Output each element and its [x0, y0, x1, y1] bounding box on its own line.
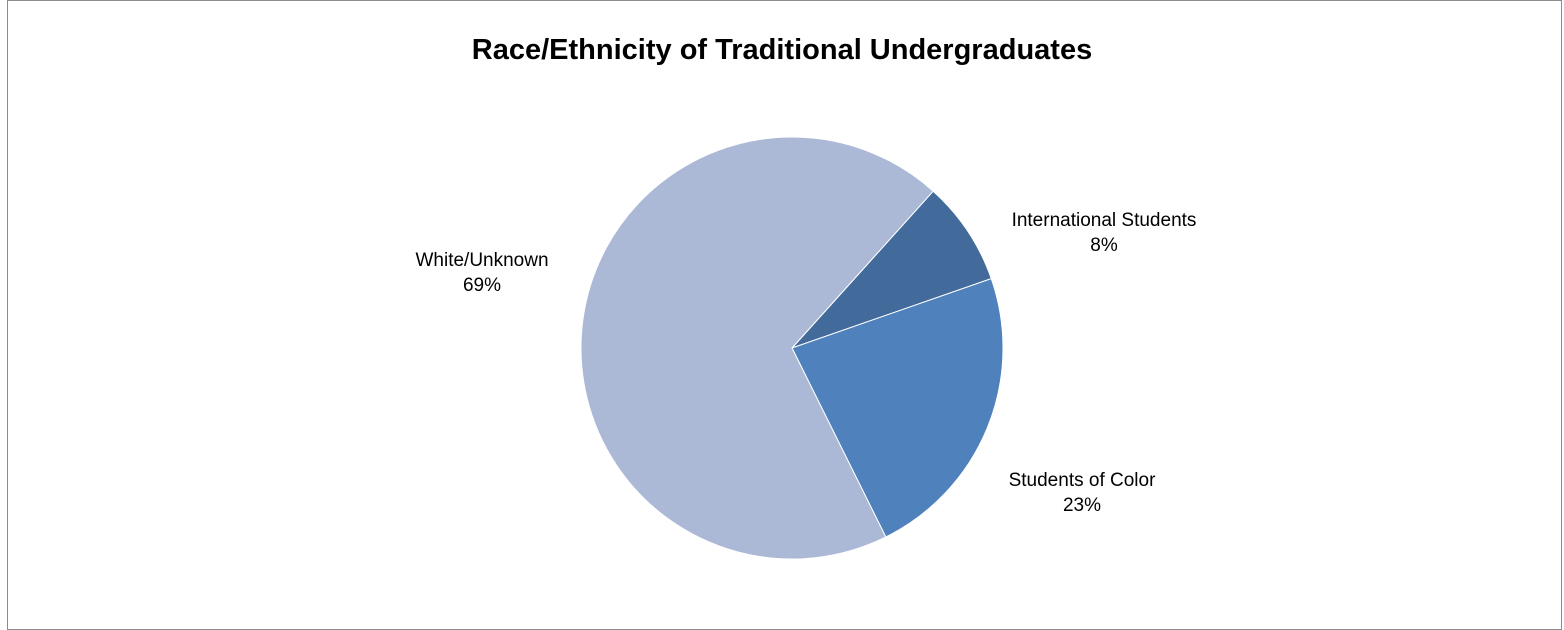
label-white-unknown-name: White/Unknown — [415, 250, 549, 271]
label-students-of-color-name: Students of Color — [1008, 470, 1156, 491]
pie-slice-students-of-color — [791, 277, 1004, 538]
label-white-unknown: White/Unknown 69% — [362, 248, 602, 298]
label-students-of-color-value: 23% — [1062, 495, 1102, 516]
pie-slice-international-students — [791, 190, 992, 349]
label-white-unknown-value: 69% — [462, 275, 502, 296]
label-international-students-value: 8% — [1090, 235, 1118, 256]
pie-slice-white-unknown — [580, 136, 934, 560]
label-international-students-name: International Students — [1011, 210, 1197, 231]
label-students-of-color: Students of Color 23% — [962, 468, 1202, 518]
label-international-students: International Students 8% — [984, 208, 1224, 258]
chart-title: Race/Ethnicity of Traditional Undergradu… — [471, 34, 1093, 66]
